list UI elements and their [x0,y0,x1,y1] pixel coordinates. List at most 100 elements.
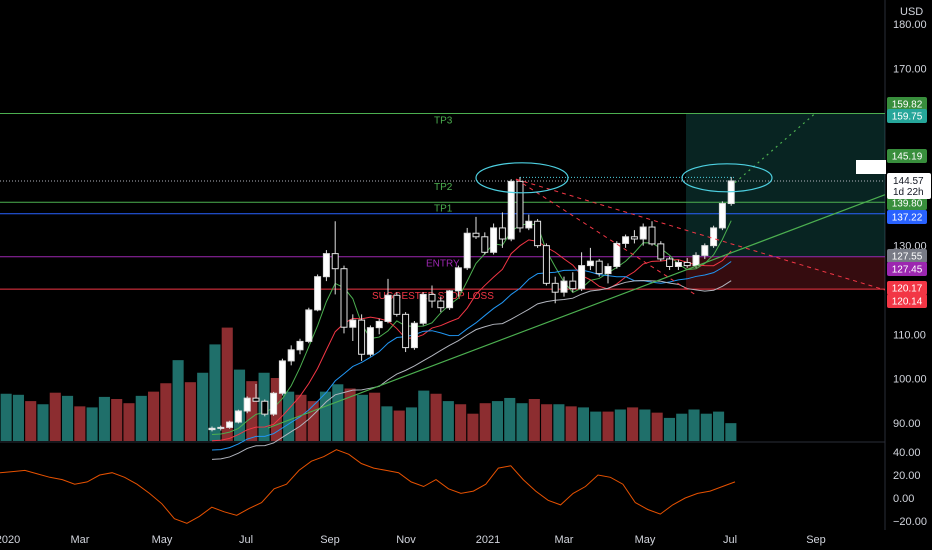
candle [613,241,621,269]
candle [525,214,533,231]
price-badge [887,196,927,210]
time-tick-label: Jul [723,534,737,546]
volume-bar [516,403,528,441]
moving-averages [211,220,732,460]
volume-bar [553,404,565,441]
candle [569,272,577,293]
candle [340,265,348,334]
volume-bar [381,406,393,441]
candle-body [463,232,471,269]
tp2-label: TP2 [434,182,453,193]
candle-body [226,421,234,428]
osc-tick-label: −20.00 [893,516,927,528]
candle-body [604,265,612,275]
candle-body [657,243,665,260]
candle [437,296,445,313]
volume-bar [197,372,209,441]
candle-body [366,327,374,355]
candle [410,321,418,350]
time-tick-label: Nov [396,534,416,546]
candle [358,314,366,361]
time-tick-label: Mar [555,534,574,546]
volume-bar [49,392,61,441]
tp1-label: TP1 [434,204,453,215]
resistance-dashed-line [515,178,886,291]
trade-zones [686,113,885,290]
candle [454,265,462,297]
candle-body [217,426,225,429]
volume-bar [62,395,74,441]
candle [384,278,392,324]
candle-body [296,340,304,351]
volume-bar [184,382,196,441]
price-tick-label: 180.00 [893,19,927,31]
osc-tick-label: 0.00 [893,493,914,505]
price-badge [887,210,927,224]
price-badge-label: 159.75 [892,112,923,123]
candle-body [525,220,533,229]
volume-bar [602,411,614,441]
candle [446,289,454,310]
candle [604,263,612,284]
candle [718,201,726,231]
candle-body [278,360,286,394]
candle [419,292,427,326]
candle-body [419,293,427,324]
candle-body [516,180,524,229]
time-tick-label: 2020 [0,534,20,546]
candle-body [481,236,489,253]
volume-bar [528,399,540,441]
volume-bar [283,391,295,441]
time-axis[interactable]: 2020 Mar May Jul Sep Nov 2021 Mar May Jul Sep [0,534,826,546]
candle-body [498,227,506,240]
price-badge-label: 145.19 [892,152,923,163]
candle-body [578,265,586,290]
price-tick-label: 90.00 [893,418,921,430]
volume-bar [676,413,688,441]
osc-tick-label: 40.00 [893,447,921,459]
candle-body [613,242,621,267]
candle [551,276,559,304]
candle [243,396,251,414]
candle-body [648,226,656,245]
volume-bar [577,407,589,441]
price-marker-box [856,160,886,174]
candle-body [428,293,436,302]
candle [463,227,471,271]
candle [586,247,594,271]
candle-body [375,320,383,329]
candle-body [542,245,550,284]
volume-bar [319,391,332,441]
trendline-support [267,194,886,429]
countdown-label: 1d 22h [893,187,924,198]
candle-body [622,236,630,244]
price-badge [887,262,927,276]
candle-body [560,280,568,293]
time-tick-label: Mar [71,534,90,546]
ma-medium-line [211,239,732,442]
volume-bar [479,403,491,441]
time-tick-label: Jul [239,534,253,546]
candle [208,426,216,432]
candle [490,223,498,255]
candle-body [666,258,674,267]
candle-body [490,227,498,253]
price-badge-label: 139.80 [892,199,923,210]
candle-body [701,245,709,256]
background-layer [0,0,886,530]
volume-bar [233,369,246,441]
candle [428,285,436,308]
time-tick-label: Sep [320,534,340,546]
candle [683,258,691,268]
price-badge [887,281,927,295]
candle [331,221,339,295]
candle-body [305,309,313,342]
candle-body [340,268,348,328]
loss-zone [686,256,885,290]
osc-tick-label: 20.00 [893,470,921,482]
volume-bar [504,397,516,441]
candle-body [314,276,322,311]
